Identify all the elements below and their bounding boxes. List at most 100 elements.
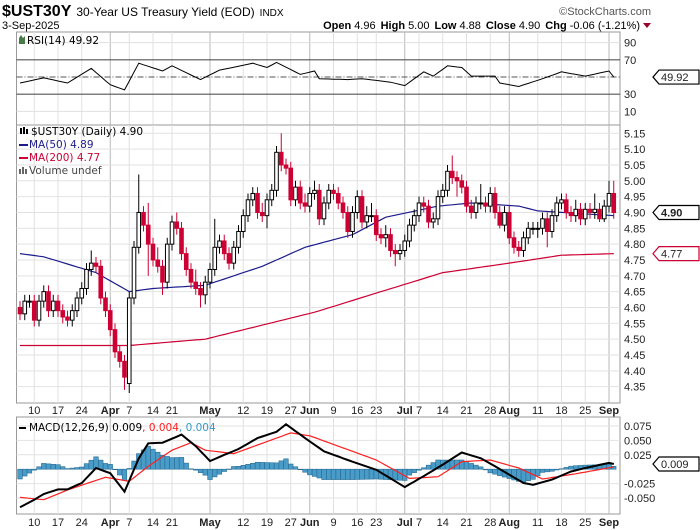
candle-body [307, 192, 313, 207]
histogram-bar [226, 468, 232, 470]
histogram-bar [74, 467, 80, 470]
candle [98, 259, 104, 305]
candle-body [55, 300, 61, 312]
candle-body [478, 202, 484, 205]
date-tick-label: Apr [101, 517, 121, 529]
histogram-bar [117, 468, 123, 476]
candle [326, 183, 332, 210]
candle-body [378, 234, 384, 239]
candle [411, 209, 417, 232]
date-tick-label: 14 [147, 517, 159, 529]
date-tick-label: 14 [437, 405, 449, 417]
candle-body [340, 202, 346, 213]
date-tick-label: 17 [52, 517, 64, 529]
candle-body [255, 192, 260, 213]
histogram-bar [425, 464, 432, 470]
histogram-bar [69, 467, 75, 470]
candle-body [578, 208, 583, 220]
open-value: 4.96 [354, 20, 375, 32]
candle-body [31, 300, 37, 321]
candle [207, 263, 213, 289]
candle [112, 323, 118, 359]
candle [174, 212, 180, 235]
rsi-tick-label: 30 [624, 89, 636, 101]
candle [41, 285, 47, 308]
candle-body [236, 230, 241, 248]
candle [402, 234, 408, 257]
candle-body [250, 192, 256, 201]
candle [492, 187, 498, 219]
ma200-value-tag-label: 4.77 [661, 249, 682, 261]
date-tick-label: 24 [76, 405, 88, 417]
candle [302, 193, 308, 213]
histogram-bar [216, 468, 223, 475]
price-tick-label: 5.10 [624, 144, 645, 156]
price-tick-label: 5.15 [624, 128, 645, 140]
date-tick-label: 7 [126, 517, 132, 529]
volume-icon [19, 167, 27, 174]
price-tick-label: 4.55 [624, 318, 645, 330]
candle-body [212, 246, 218, 270]
candle-body [259, 211, 265, 217]
candle-body [459, 180, 465, 188]
macd-tick-label: 0.025 [624, 450, 652, 462]
candle [31, 294, 37, 327]
candle-body [302, 202, 308, 207]
price-tick-label: 4.45 [624, 350, 645, 362]
date-tick-label: 7 [416, 405, 422, 417]
histogram-bar [202, 468, 208, 476]
candle [464, 180, 469, 213]
candle [27, 294, 32, 308]
histogram-bar [364, 468, 370, 480]
date-tick-label: 16 [351, 405, 363, 417]
candle-body [369, 215, 374, 218]
histogram-bar [349, 468, 356, 480]
candle [521, 231, 526, 257]
histogram-bar [311, 468, 318, 477]
date-tick-label: 11 [532, 405, 543, 417]
candle [236, 225, 241, 254]
histogram-bar [539, 468, 546, 473]
candle-body [601, 205, 607, 220]
candle-body [231, 246, 237, 264]
signal-line [19, 432, 614, 501]
rsi-tick-label: 10 [624, 106, 636, 118]
histogram-bar [245, 464, 251, 470]
candle [568, 206, 574, 222]
rsi-value-tag-box [652, 69, 700, 85]
macd-tick-label: 0.075 [624, 421, 652, 433]
candle-body [207, 268, 213, 283]
close-value-tag-label: 4.90 [661, 207, 682, 219]
candle-body [174, 221, 180, 229]
candle-body [316, 189, 322, 220]
price-tick-label: 5.05 [624, 160, 645, 172]
histogram-bar [254, 461, 261, 470]
candle-body [544, 218, 550, 232]
date-tick-label: 19 [261, 517, 273, 529]
date-tick-label: 17 [52, 405, 64, 417]
high-value: 5.00 [408, 20, 429, 32]
candle [468, 199, 474, 219]
date-tick-label: 24 [76, 517, 88, 529]
candle-body [155, 259, 161, 267]
histogram-bar [487, 468, 493, 474]
quote-line: Open 4.96 High 5.00 Low 4.88 Close 4.90 Chg -0.06… [323, 20, 640, 32]
ma200-value-tag: 4.77 [652, 246, 700, 262]
candle-body [497, 211, 503, 226]
candle-body [179, 227, 184, 255]
macd-tick-label: -0.025 [624, 479, 655, 491]
candle [169, 215, 175, 251]
histogram-bar [169, 457, 175, 470]
candle-body [487, 192, 493, 207]
candle-body [392, 249, 398, 255]
histogram-bar [174, 457, 180, 470]
candle-body [79, 287, 85, 299]
candle-body [278, 151, 284, 166]
candle [582, 202, 588, 226]
macd-tick-label: -0.050 [624, 493, 655, 505]
candle-body [112, 329, 118, 353]
ma200-legend-label: MA(200) 4.77 [29, 152, 100, 164]
candle-body [540, 218, 545, 229]
histogram-bar [468, 463, 474, 470]
date-tick-label: 21 [166, 405, 178, 417]
